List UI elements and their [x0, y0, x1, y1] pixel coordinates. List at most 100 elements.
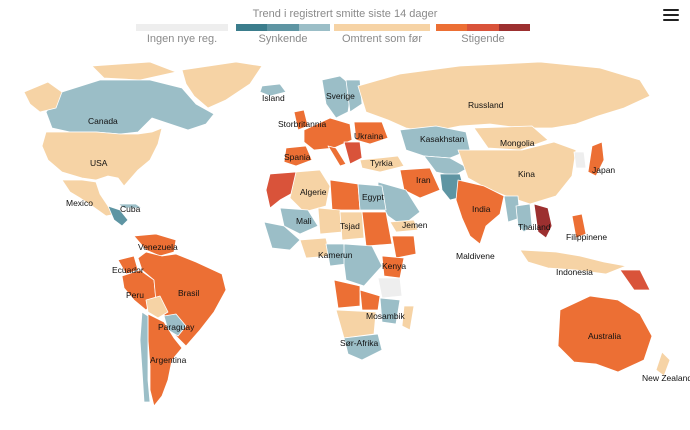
legend-label-rising: Stigende — [461, 33, 505, 45]
region-central-america — [107, 205, 129, 227]
region-central-africa — [343, 243, 383, 287]
country-japan — [587, 141, 605, 177]
region-madagascar — [401, 305, 415, 331]
country-indonesia — [519, 249, 627, 275]
country-mongolia — [473, 125, 549, 151]
country-canada — [45, 79, 215, 135]
region-balkans — [343, 141, 363, 165]
legend-item-none: Ingen nye reg. — [136, 24, 228, 45]
country-label-sør-afrika: Sør-Afrika — [340, 338, 379, 348]
country-mosambik — [379, 297, 401, 325]
country-label-mongolia: Mongolia — [500, 138, 535, 148]
country-label-filippinene: Filippinene — [566, 232, 607, 242]
country-label-tyrkia: Tyrkia — [370, 158, 393, 168]
country-label-usa: USA — [90, 158, 108, 168]
hamburger-menu-icon[interactable] — [663, 9, 679, 23]
country-label-russland: Russland — [468, 100, 504, 110]
legend-label-falling: Synkende — [258, 33, 308, 45]
country-label-spania: Spania — [284, 152, 311, 162]
country-label-peru: Peru — [126, 290, 144, 300]
country-label-ukraina: Ukraina — [354, 131, 384, 141]
legend-label-none: Ingen nye reg. — [146, 33, 218, 45]
legend-item-falling: Synkende — [236, 24, 330, 45]
country-label-india: India — [472, 204, 491, 214]
region-libya — [329, 179, 361, 211]
country-label-cuba: Cuba — [120, 204, 141, 214]
country-label-storbritannia: Storbritannia — [278, 119, 326, 129]
country-new-zealand — [655, 351, 671, 377]
legend-title: Trend i registrert smitte siste 14 dager — [252, 8, 438, 20]
country-filippinene — [571, 213, 587, 239]
legend-swatch-rising — [436, 24, 530, 31]
country-label-island: Island — [262, 93, 285, 103]
region-sudan — [361, 211, 393, 247]
legend-swatch-none — [136, 24, 228, 31]
country-label-mosambik: Mosambik — [366, 311, 405, 321]
country-label-paraguay: Paraguay — [158, 322, 195, 332]
country-label-new-zealand: New Zealand — [642, 373, 690, 383]
country-label-argentina: Argentina — [150, 355, 187, 365]
legend-label-same: Omtrent som før — [341, 33, 423, 45]
country-label-tsjad: Tsjad — [340, 221, 360, 231]
country-india — [455, 179, 505, 245]
country-label-australia: Australia — [588, 331, 621, 341]
region-zambia — [359, 289, 381, 311]
legend-swatch-same — [334, 24, 430, 31]
country-shapes — [23, 61, 671, 407]
country-label-jemen: Jemen — [402, 220, 428, 230]
country-label-venezuela: Venezuela — [138, 242, 178, 252]
country-label-maldivene: Maldivene — [456, 251, 495, 261]
country-label-mali: Mali — [296, 216, 312, 226]
region-tanzania — [377, 277, 403, 299]
legend-swatch-falling — [236, 24, 330, 31]
country-usa — [41, 127, 163, 187]
country-jemen — [389, 219, 419, 233]
country-label-ecuador: Ecuador — [112, 265, 144, 275]
region-vietnam — [533, 203, 553, 239]
country-label-kamerun: Kamerun — [318, 250, 353, 260]
region-west-africa — [263, 221, 301, 251]
region-italy — [327, 145, 347, 167]
region-ethiopia — [391, 235, 417, 259]
legend-item-rising: Stigende — [436, 24, 530, 45]
country-egypt — [357, 183, 387, 211]
country-sverige — [321, 75, 353, 119]
country-mali — [279, 207, 319, 235]
country-label-japan: Japan — [592, 165, 615, 175]
country-label-brasil: Brasil — [178, 288, 199, 298]
country-label-egypt: Egypt — [362, 192, 384, 202]
country-label-kasakhstan: Kasakhstan — [420, 134, 465, 144]
region-bolivia — [145, 295, 169, 319]
country-russland — [357, 61, 651, 133]
country-cuba — [117, 203, 143, 209]
country-australia — [557, 295, 653, 373]
country-label-sverige: Sverige — [326, 91, 355, 101]
country-label-iran: Iran — [416, 175, 431, 185]
country-label-kenya: Kenya — [382, 261, 406, 271]
country-label-kina: Kina — [518, 169, 535, 179]
country-sor-afrika — [343, 333, 383, 361]
country-argentina — [147, 313, 183, 407]
country-ukraina — [353, 121, 389, 145]
region-korea — [573, 151, 587, 169]
region-niger — [317, 207, 343, 235]
country-storbritannia — [293, 109, 309, 131]
country-tsjad — [339, 211, 365, 241]
country-tyrkia — [359, 155, 405, 173]
region-greenland — [181, 61, 263, 109]
country-labels: Island Canada USA Mexico Cuba Venezuela Ecuado… — [66, 91, 690, 383]
country-label-indonesia: Indonesia — [556, 267, 593, 277]
legend-item-same: Omtrent som før — [334, 24, 430, 45]
region-arctic-islands — [91, 61, 177, 81]
country-iran — [399, 167, 441, 199]
country-label-canada: Canada — [88, 116, 118, 126]
region-western-europe — [303, 117, 353, 151]
region-namibia-botswana — [335, 309, 377, 339]
region-new-guinea — [619, 269, 651, 291]
country-spania — [283, 145, 313, 167]
country-algerie — [289, 169, 331, 213]
country-label-mexico: Mexico — [66, 198, 93, 208]
region-angola — [333, 279, 361, 309]
country-brasil — [137, 251, 227, 347]
